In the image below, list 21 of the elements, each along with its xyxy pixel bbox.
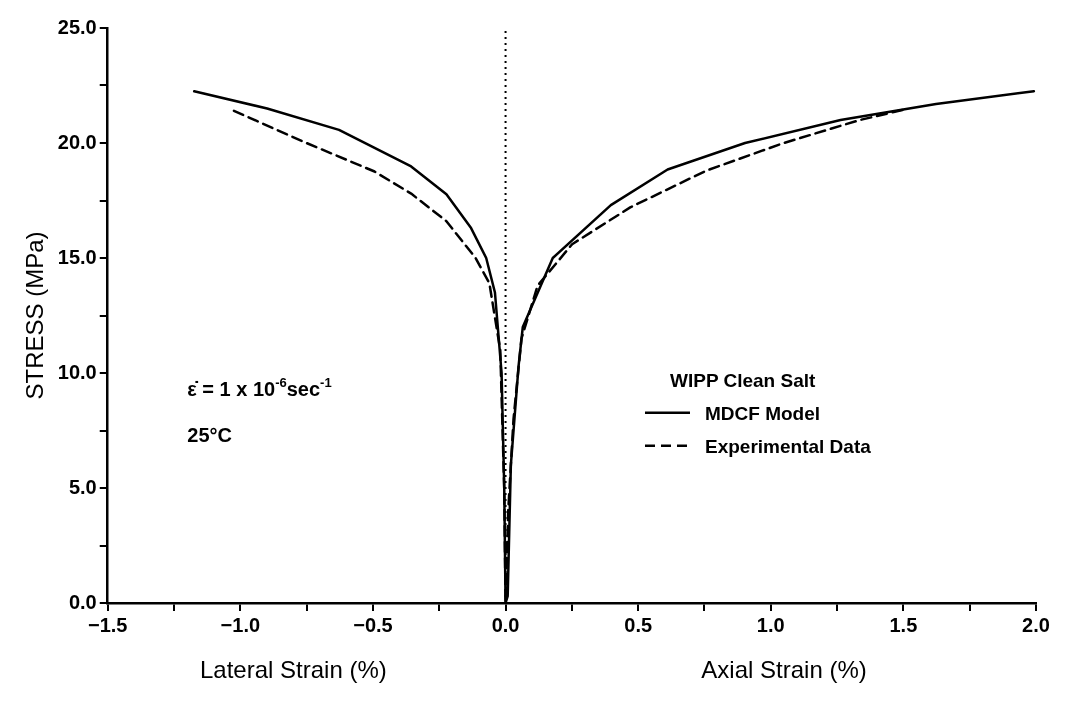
y-tick-label: 25.0 — [57, 15, 97, 38]
y-tick-label: 20.0 — [57, 130, 97, 153]
x-axis-title: Lateral Strain (%) — [200, 656, 387, 683]
x-tick-label: −0.5 — [353, 613, 393, 636]
x-tick-label: −1.0 — [220, 613, 261, 636]
y-axis-title: STRESS (MPa) — [21, 231, 49, 400]
x-tick-label: 0.5 — [624, 613, 653, 636]
x-tick-label: 2.0 — [1022, 613, 1050, 636]
y-tick-label: 15.0 — [57, 245, 97, 268]
legend-title: WIPP Clean Salt — [669, 369, 817, 391]
legend-label: MDCF Model — [704, 402, 821, 424]
x-tick-label: 0.0 — [491, 613, 520, 636]
x-tick-label: 1.5 — [889, 613, 918, 636]
text: Axial Strain (%) — [701, 656, 867, 683]
y-tick-label: 0.0 — [68, 590, 97, 613]
annotation: 25°C — [187, 424, 232, 446]
y-tick-label: 5.0 — [68, 475, 97, 498]
x-tick-label: 1.0 — [756, 613, 785, 636]
y-tick-label: 10.0 — [57, 360, 97, 383]
x-tick-label: −1.5 — [87, 613, 128, 636]
legend-label: Experimental Data — [704, 435, 872, 457]
